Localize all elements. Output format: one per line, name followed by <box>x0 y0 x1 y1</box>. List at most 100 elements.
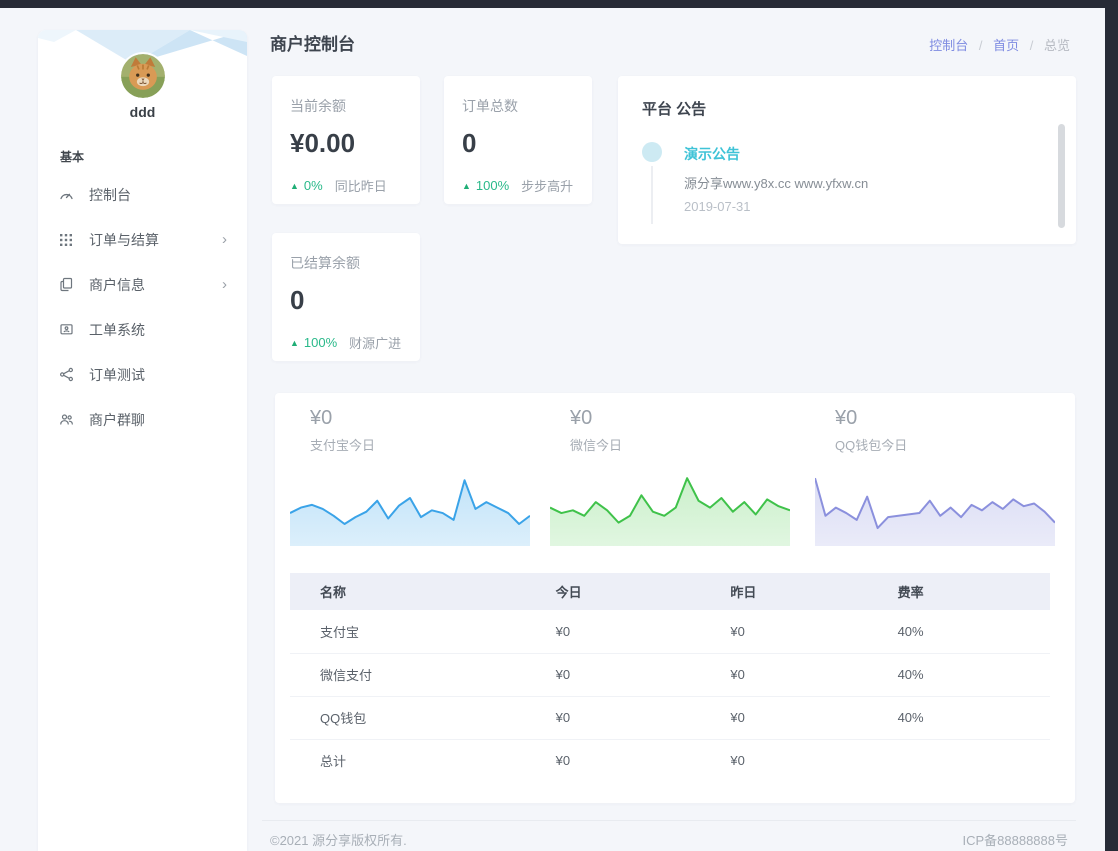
sidebar-item-label: 订单与结算 <box>89 231 159 248</box>
sidebar-item-label: 商户群聊 <box>89 411 145 428</box>
dashboard-page: ddd 基本 控制台 订单与结算 <box>0 8 1105 851</box>
chart-value: ¥0 <box>310 407 333 429</box>
qq-wallet-sparkline-chart <box>815 470 1055 546</box>
stat-delta: 100% <box>303 335 338 350</box>
stat-card-order-total: 订单总数 0 ▲ 100% 步步高升 <box>444 76 592 204</box>
sidebar-item-label: 订单测试 <box>89 366 145 383</box>
sidebar-item-orders-settlement[interactable]: 订单与结算 › <box>38 217 247 262</box>
cell-name: 总计 <box>320 754 347 770</box>
breadcrumb-item-console[interactable]: 控制台 <box>929 38 969 53</box>
main-content: 商户控制台 控制台 / 首页 / 总览 当前余额 ¥0.00 ▲ 0% 同比昨日… <box>262 20 1076 851</box>
col-header-today: 今日 <box>525 573 701 610</box>
icp-text: ICP备88888888号 <box>962 833 1068 848</box>
stat-card-current-balance: 当前余额 ¥0.00 ▲ 0% 同比昨日 <box>272 76 420 204</box>
cell-name: 微信支付 <box>290 653 526 697</box>
stat-delta: 100% <box>475 178 510 193</box>
username: ddd <box>129 104 156 120</box>
breadcrumb: 控制台 / 首页 / 总览 <box>929 35 1070 54</box>
rates-table: 名称 今日 昨日 费率 支付宝 ¥0 ¥0 40% 微信支付 <box>290 573 1050 782</box>
stat-value: 0 <box>290 285 305 315</box>
table-row-total: 总计 ¥0 ¥0 <box>290 739 1050 782</box>
sidebar-item-label: 商户信息 <box>89 276 145 293</box>
announcement-link[interactable]: 演示公告 <box>684 146 740 162</box>
stat-card-settled-balance: 已结算余额 0 ▲ 100% 财源广进 <box>272 233 420 361</box>
chevron-right-icon: › <box>222 276 227 293</box>
cell-today: ¥0 <box>525 610 701 654</box>
cell-rate: 40% <box>867 653 1050 697</box>
sidebar-item-label: 控制台 <box>89 186 131 203</box>
cell-yesterday: ¥0 <box>700 696 868 740</box>
chart-label: QQ钱包今日 <box>835 438 908 453</box>
chart-value: ¥0 <box>835 407 858 429</box>
chart-value: ¥0 <box>570 407 593 429</box>
col-header-name: 名称 <box>290 573 526 610</box>
cell-rate <box>868 739 1050 782</box>
stat-title: 已结算余额 <box>290 255 360 271</box>
alipay-sparkline-chart <box>290 470 530 546</box>
announcement-panel: 平台 公告 演示公告 源分享www.y8x.cc www.yfxw.cn 201… <box>618 76 1076 244</box>
payments-panel: ¥0 支付宝今日 ¥0 微信今日 ¥0 QQ钱包今日 名称 今日 <box>275 393 1075 803</box>
scrollbar-thumb[interactable] <box>1058 124 1065 228</box>
table-row-qq-wallet: QQ钱包 ¥0 ¥0 40% <box>290 696 1050 740</box>
stat-title: 订单总数 <box>462 98 518 114</box>
sidebar-item-merchant-chat[interactable]: 商户群聊 <box>38 397 247 442</box>
ticket-icon <box>58 322 74 338</box>
announcement-date: 2019-07-31 <box>684 199 751 214</box>
sidebar-item-label: 工单系统 <box>89 321 145 338</box>
stat-note: 步步高升 <box>521 179 574 194</box>
group-chat-icon <box>58 412 74 428</box>
stat-title: 当前余额 <box>290 98 346 114</box>
table-row-wechat: 微信支付 ¥0 ¥0 40% <box>290 653 1050 697</box>
cell-rate: 40% <box>867 696 1050 740</box>
announcement-title: 平台 公告 <box>642 101 707 118</box>
cell-yesterday: ¥0 <box>730 753 745 769</box>
sidebar-section-label: 基本 <box>60 150 85 164</box>
breadcrumb-item-overview: 总览 <box>1043 38 1070 53</box>
stat-value: ¥0.00 <box>290 128 356 158</box>
breadcrumb-separator: / <box>1029 38 1034 53</box>
sidebar-menu: 控制台 订单与结算 › <box>38 172 247 442</box>
stat-value: 0 <box>462 128 477 158</box>
cell-rate: 40% <box>867 610 1050 654</box>
sidebar-item-console[interactable]: 控制台 <box>38 172 247 217</box>
chevron-right-icon: › <box>222 231 227 248</box>
breadcrumb-item-home[interactable]: 首页 <box>993 38 1020 53</box>
cell-name: 支付宝 <box>290 610 526 654</box>
arrow-up-icon: ▲ <box>462 180 471 191</box>
avatar <box>120 54 165 98</box>
sidebar: ddd 基本 控制台 订单与结算 <box>38 30 247 851</box>
chart-wechat-today: ¥0 微信今日 <box>550 407 790 546</box>
documents-icon <box>58 277 74 293</box>
wechat-sparkline-chart <box>550 470 790 546</box>
col-header-rate: 费率 <box>867 573 1050 610</box>
announcement-item: 演示公告 源分享www.y8x.cc www.yfxw.cn 2019-07-3… <box>642 142 1052 224</box>
chart-alipay-today: ¥0 支付宝今日 <box>290 407 530 546</box>
arrow-up-icon: ▲ <box>290 337 299 348</box>
sidebar-item-work-order[interactable]: 工单系统 <box>38 307 247 352</box>
arrow-up-icon: ▲ <box>290 180 299 191</box>
cell-yesterday: ¥0 <box>700 653 868 697</box>
chart-label: 微信今日 <box>570 438 623 453</box>
page-footer: ©2021 源分享版权所有. ICP备88888888号 <box>262 820 1076 851</box>
cell-today: ¥0 <box>525 696 701 740</box>
stat-note: 财源广进 <box>349 336 402 351</box>
announcement-content: 源分享www.y8x.cc www.yfxw.cn <box>684 176 869 191</box>
cell-name: QQ钱包 <box>290 696 526 740</box>
cell-today: ¥0 <box>555 753 571 769</box>
sidebar-item-merchant-info[interactable]: 商户信息 › <box>38 262 247 307</box>
cell-today: ¥0 <box>525 653 701 697</box>
copyright-text: ©2021 源分享版权所有. <box>270 833 407 848</box>
stat-delta: 0% <box>303 178 323 193</box>
table-row-alipay: 支付宝 ¥0 ¥0 40% <box>290 610 1050 654</box>
table-header-row: 名称 今日 昨日 费率 <box>290 573 1050 610</box>
chart-qq-wallet-today: ¥0 QQ钱包今日 <box>815 407 1055 546</box>
breadcrumb-separator: / <box>978 38 983 53</box>
stat-note: 同比昨日 <box>334 179 387 194</box>
gauge-icon <box>58 187 74 203</box>
chart-label: 支付宝今日 <box>310 438 376 453</box>
col-header-yesterday: 昨日 <box>700 573 868 610</box>
timeline-line <box>651 166 653 224</box>
grid-icon <box>58 232 74 248</box>
timeline-dot-icon <box>642 142 662 162</box>
sidebar-item-order-test[interactable]: 订单测试 <box>38 352 247 397</box>
